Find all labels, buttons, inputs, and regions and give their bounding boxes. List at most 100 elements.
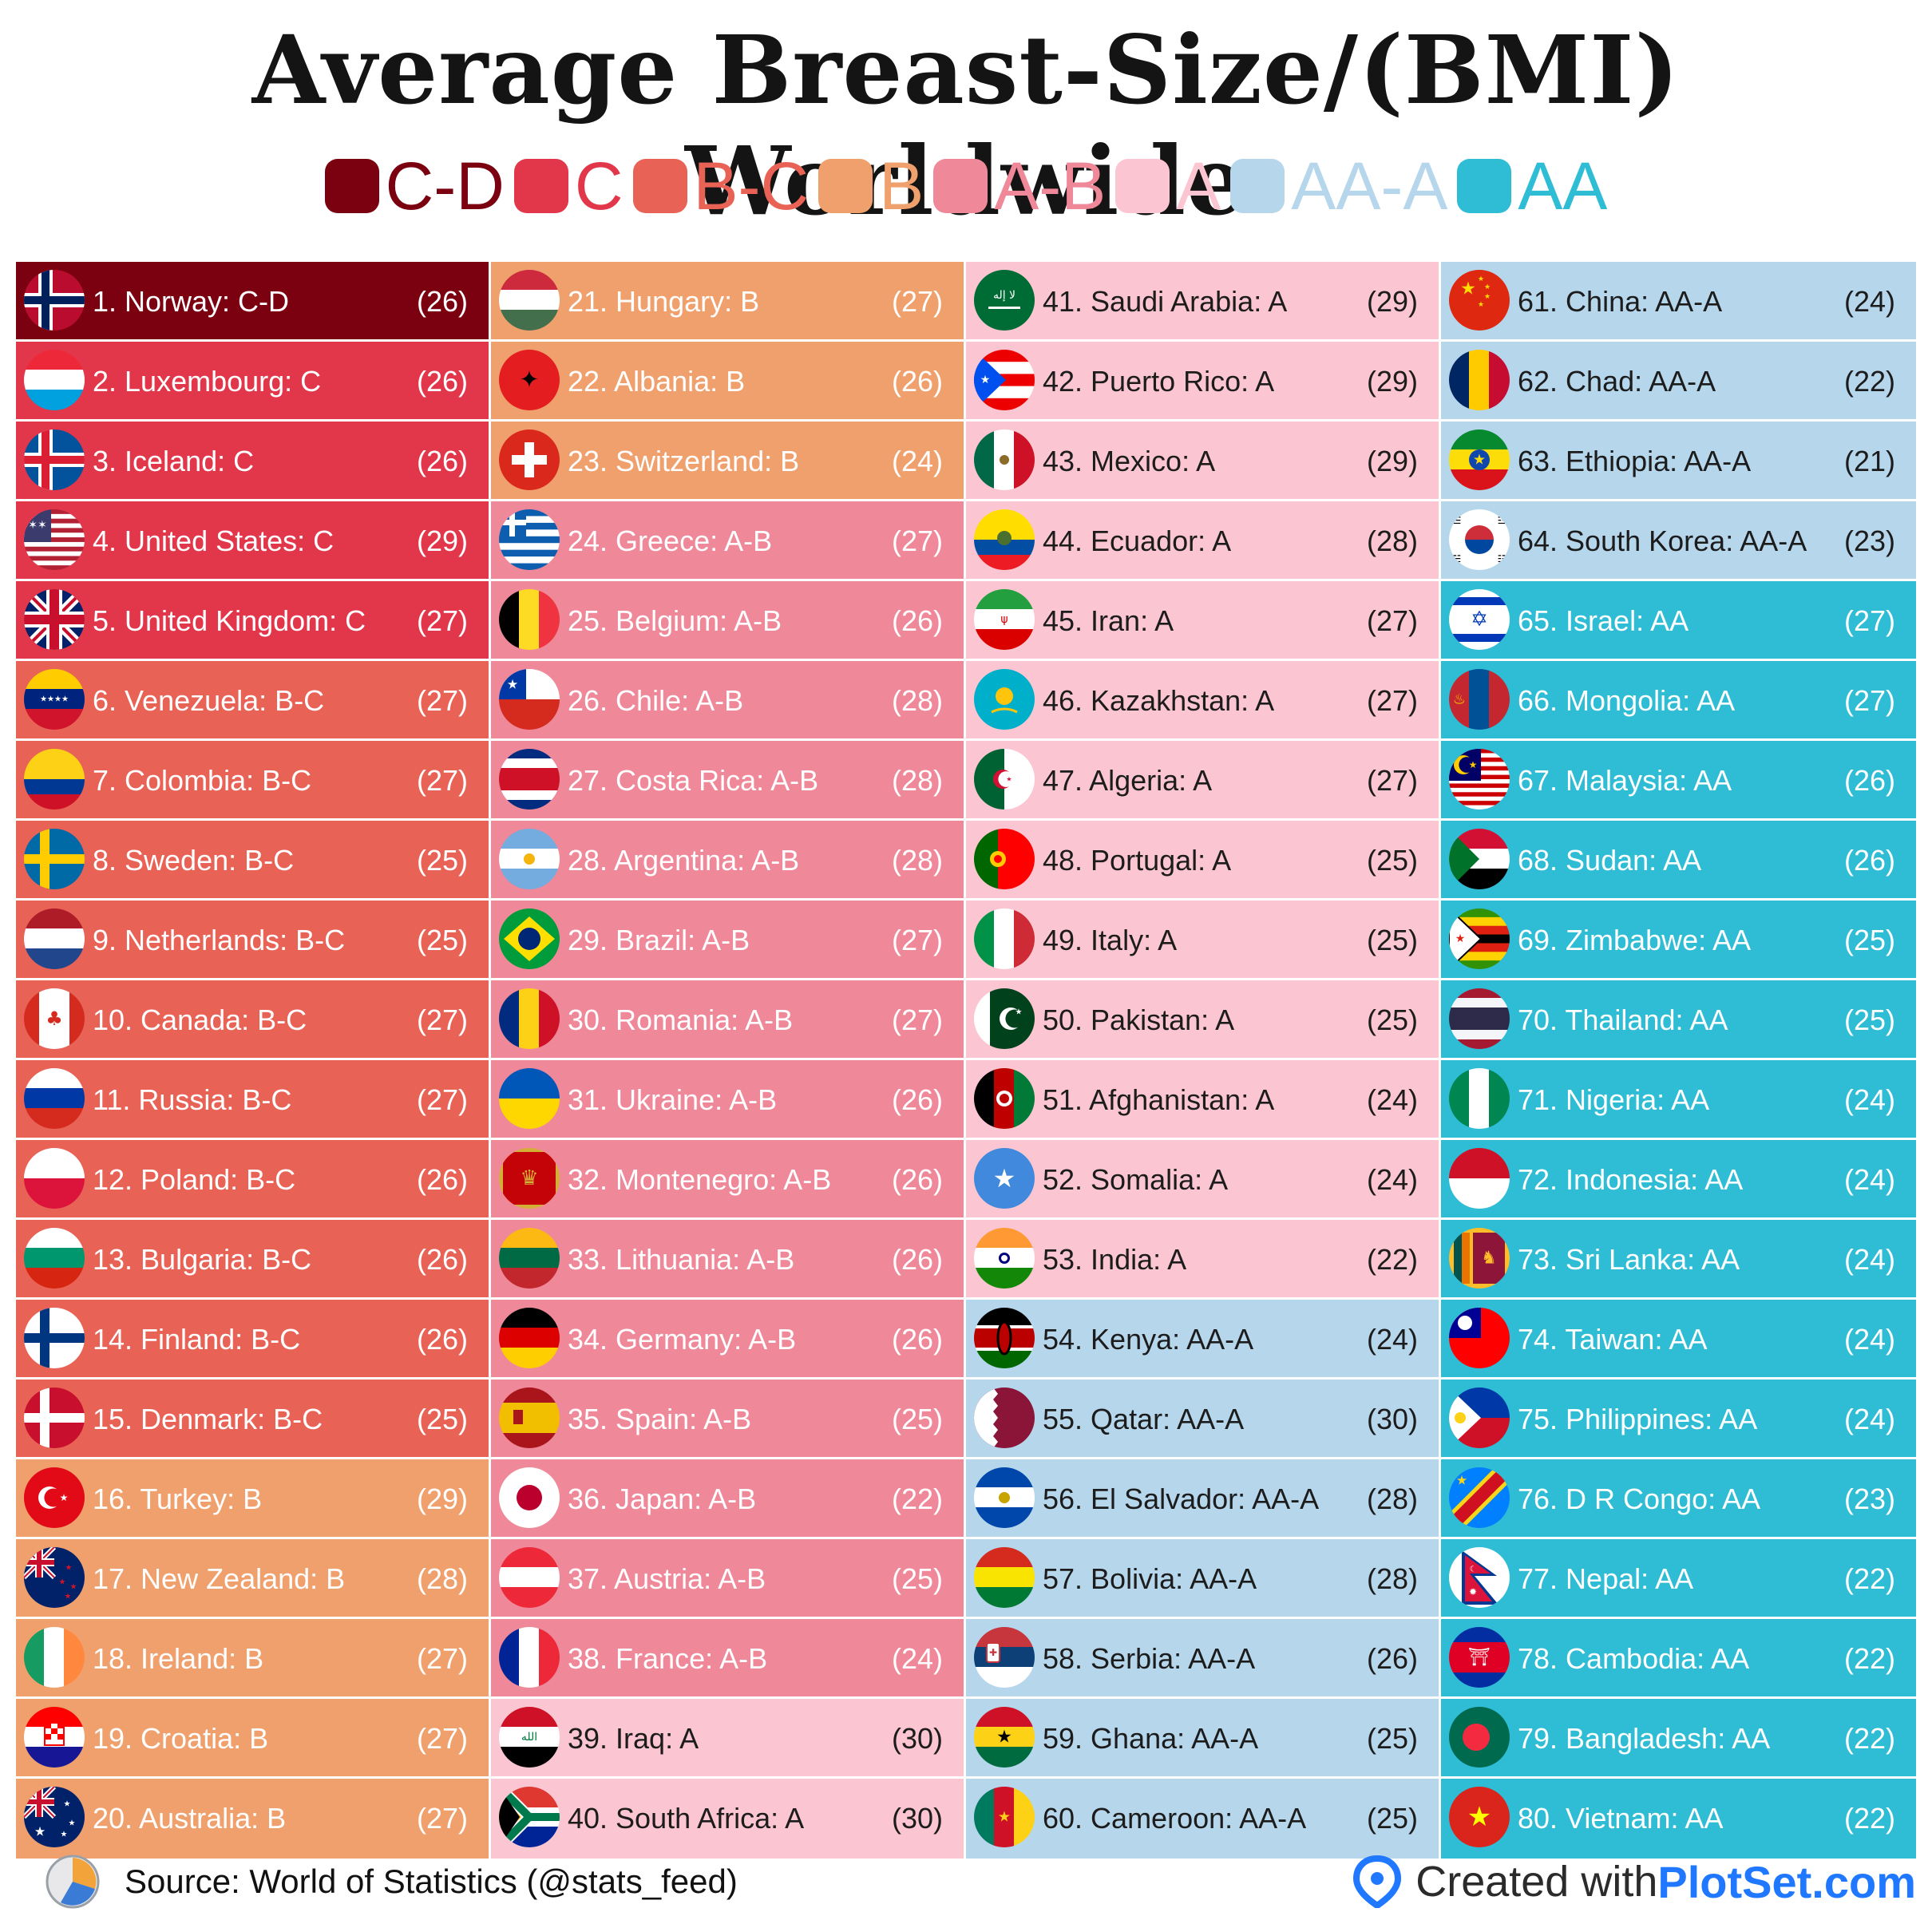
bmi-value: (27) (416, 1642, 468, 1675)
country-label: 32. Montenegro: A-B (568, 1163, 832, 1196)
bmi-value: (25) (891, 1562, 943, 1595)
country-label: 75. Philippines: AA (1518, 1403, 1758, 1435)
legend-swatch (1230, 159, 1285, 213)
svg-text:★: ★ (996, 1728, 1012, 1748)
bmi-value: (26) (416, 1163, 468, 1196)
country-label: 79. Bangladesh: AA (1518, 1722, 1771, 1755)
bmi-value: (26) (1843, 764, 1895, 797)
legend-item: A-B (933, 152, 1106, 220)
bmi-value: (22) (1843, 1642, 1895, 1675)
legend-swatch (1457, 159, 1512, 213)
table-row: 56. El Salvador: AA-A (28) (966, 1459, 1441, 1539)
ecuador-flag-icon (974, 509, 1035, 570)
country-label: 15. Denmark: B-C (93, 1403, 323, 1435)
bmi-value: (29) (416, 525, 468, 557)
credit-text: Created with (1415, 1858, 1658, 1906)
table-row: ★ ★ ★ ★ 20. Australia: B (27) (16, 1779, 491, 1859)
table-row: الله 39. Iraq: A (30) (491, 1699, 966, 1779)
chile-flag-icon: ★ (499, 669, 560, 730)
bmi-value: (27) (891, 525, 943, 557)
table-row: 1. Norway: C-D (26) (16, 262, 491, 342)
france-flag-icon (499, 1627, 560, 1688)
svg-text:★: ★ (65, 1593, 72, 1601)
bmi-value: (26) (416, 445, 468, 477)
source-text: Source: World of Statistics (@stats_feed… (125, 1863, 738, 1900)
bmi-value: (29) (416, 1483, 468, 1515)
svg-text:★: ★ (1478, 301, 1484, 309)
table-row: ⛩ 78. Cambodia: AA (22) (1441, 1619, 1916, 1699)
country-label: 30. Romania: A-B (568, 1004, 794, 1036)
venezuela-flag-icon: ★★★★ (24, 669, 85, 730)
svg-text:☷: ☷ (1498, 553, 1506, 564)
bmi-value: (25) (1366, 1004, 1418, 1036)
table-row: 48. Portugal: A (25) (966, 821, 1441, 901)
legend-label: C-D (385, 148, 505, 224)
country-label: 77. Nepal: AA (1518, 1562, 1694, 1595)
legend-item: C-D (324, 148, 505, 224)
table-row: 28. Argentina: A-B (28) (491, 821, 966, 901)
algeria-flag-icon: ★ (974, 749, 1035, 810)
country-label: 20. Australia: B (93, 1802, 287, 1835)
svg-text:☲: ☲ (1498, 515, 1506, 526)
table-row: 37. Austria: A-B (25) (491, 1539, 966, 1619)
bmi-value: (26) (891, 365, 943, 398)
svg-text:★: ★ (1456, 1473, 1467, 1488)
table-row: 14. Finland: B-C (26) (16, 1300, 491, 1380)
legend-item: AA (1457, 152, 1607, 220)
russia-flag-icon (24, 1068, 85, 1129)
svg-text:✦: ✦ (519, 366, 539, 394)
thailand-flag-icon (1449, 988, 1510, 1049)
bmi-value: (27) (1366, 604, 1418, 637)
legend-swatch (513, 159, 568, 213)
country-label: 47. Algeria: A (1043, 764, 1213, 797)
bmi-value: (27) (416, 1083, 468, 1116)
table-row: 40. South Africa: A (30) (491, 1779, 966, 1859)
country-label: 19. Croatia: B (93, 1722, 269, 1755)
country-label: 42. Puerto Rico: A (1043, 365, 1275, 398)
footer-source: Source: World of Statistics (@stats_feed… (45, 1854, 738, 1910)
ireland-flag-icon (24, 1627, 85, 1688)
country-label: 35. Spain: A-B (568, 1403, 752, 1435)
legend-label: A (1176, 148, 1221, 224)
table-row: 55. Qatar: AA-A (30) (966, 1380, 1441, 1459)
bmi-value: (26) (891, 1243, 943, 1276)
bmi-value: (26) (1366, 1642, 1418, 1675)
germany-flag-icon (499, 1308, 560, 1368)
bmi-value: (29) (1366, 365, 1418, 398)
country-label: 8. Sweden: B-C (93, 844, 295, 877)
luxembourg-flag-icon (24, 350, 85, 410)
country-label: 54. Kenya: AA-A (1043, 1323, 1254, 1356)
table-row: 19. Croatia: B (27) (16, 1699, 491, 1779)
table-row: ★ 47. Algeria: A (27) (966, 741, 1441, 821)
country-label: 51. Afghanistan: A (1043, 1083, 1275, 1116)
svg-text:♛: ♛ (520, 1166, 538, 1190)
svg-text:★: ★ (59, 1578, 66, 1587)
legend-label: AA-A (1291, 148, 1448, 224)
table-row: ★ 16. Turkey: B (29) (16, 1459, 491, 1539)
country-label: 16. Turkey: B (93, 1483, 263, 1515)
croatia-flag-icon (24, 1707, 85, 1768)
netherlands-flag-icon (24, 909, 85, 969)
bmi-value: (27) (1843, 684, 1895, 717)
country-label: 71. Nigeria: AA (1518, 1083, 1710, 1116)
table-row: 72. Indonesia: AA (24) (1441, 1140, 1916, 1220)
credit-brand-link[interactable]: PlotSet.com (1657, 1856, 1916, 1907)
table-row: ♛ 32. Montenegro: A-B (26) (491, 1140, 966, 1220)
united-kingdom-flag-icon (24, 589, 85, 650)
new-zealand-flag-icon: ★ ★ ★ ★ (24, 1547, 85, 1608)
footer-credit[interactable]: Created with PlotSet.com (1353, 1854, 1916, 1910)
table-row: 62. Chad: AA-A (22) (1441, 342, 1916, 422)
finland-flag-icon (24, 1308, 85, 1368)
svg-text:★: ★ (60, 1492, 69, 1503)
bmi-value: (25) (1366, 924, 1418, 956)
country-label: 41. Saudi Arabia: A (1043, 285, 1288, 318)
bmi-value: (27) (891, 924, 943, 956)
china-flag-icon: ★ ★ ★ ★ ★ (1449, 270, 1510, 331)
table-row: 43. Mexico: A (29) (966, 422, 1441, 501)
ethiopia-flag-icon: ★ (1449, 430, 1510, 490)
svg-text:★: ★ (1006, 776, 1012, 783)
kenya-flag-icon (974, 1308, 1035, 1368)
portugal-flag-icon (974, 829, 1035, 889)
bmi-value: (29) (1366, 285, 1418, 318)
colombia-flag-icon (24, 749, 85, 810)
